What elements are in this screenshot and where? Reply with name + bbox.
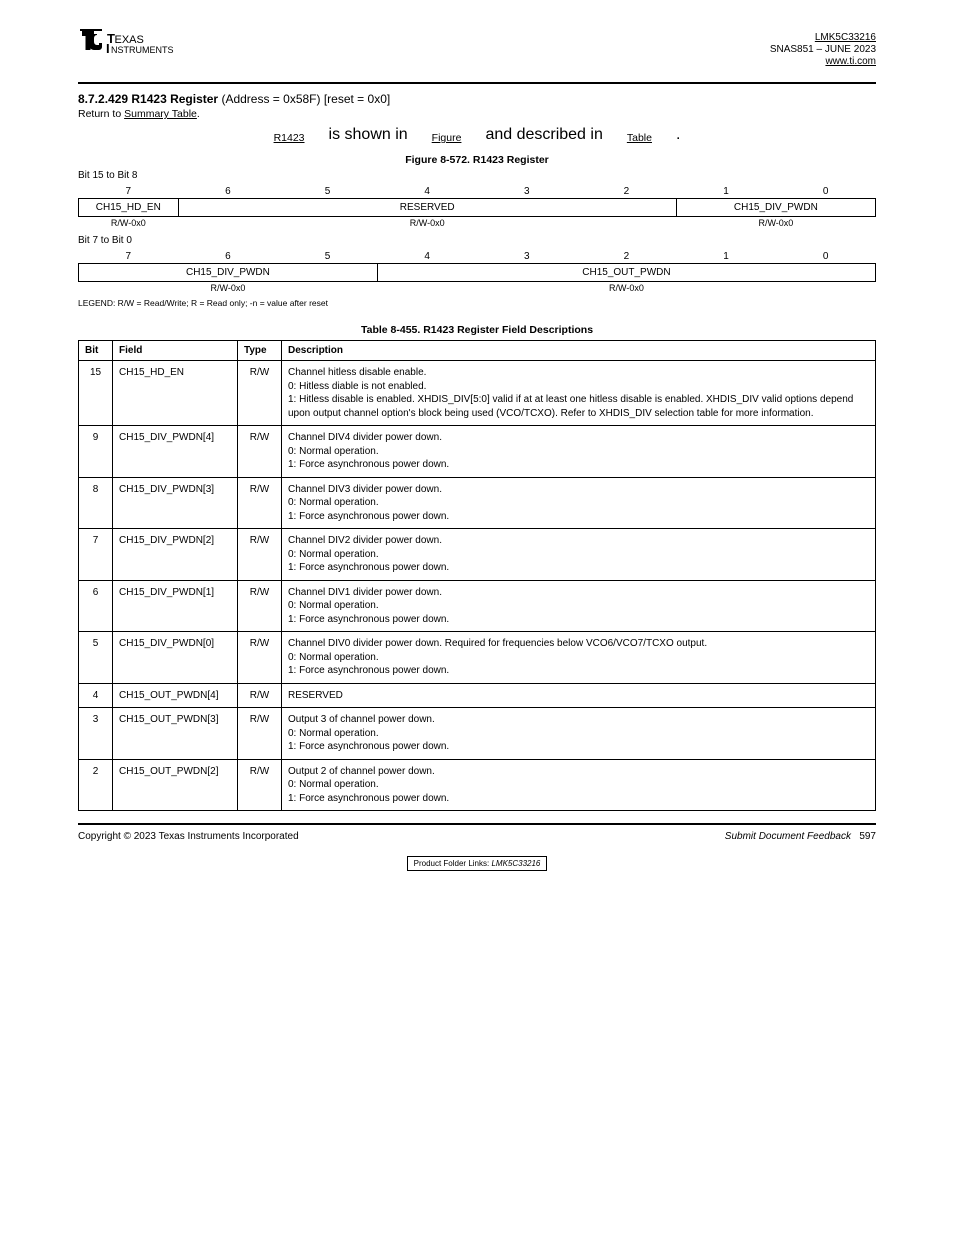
- table-row: 6CH15_DIV_PWDN[1]R/WChannel DIV1 divider…: [79, 580, 876, 632]
- figure-caption: Figure 8-572. R1423 Register: [78, 154, 876, 166]
- section-heading: 8.7.2.429 R1423 Register (Address = 0x58…: [78, 92, 876, 106]
- field-cell: RESERVED: [178, 199, 676, 217]
- footer-right: Submit Document Feedback 597: [725, 831, 876, 842]
- svg-text:I: I: [106, 41, 110, 56]
- table-row: 5CH15_DIV_PWDN[0]R/WChannel DIV0 divider…: [79, 632, 876, 684]
- header-right: LMK5C33216 SNAS851 – JUNE 2023 www.ti.co…: [770, 32, 876, 68]
- table-row: 7CH15_DIV_PWDN[2]R/WChannel DIV2 divider…: [79, 529, 876, 581]
- svg-text:NSTRUMENTS: NSTRUMENTS: [111, 45, 174, 55]
- table-link[interactable]: Table: [627, 132, 652, 144]
- field-row: CH15_HD_EN RESERVED CH15_DIV_PWDN: [79, 199, 876, 217]
- part-link[interactable]: LMK5C33216: [815, 32, 876, 43]
- section-sub: Return to Summary Table.: [78, 108, 876, 120]
- table-caption: Table 8-455. R1423 Register Field Descri…: [78, 324, 876, 336]
- footer-row: Copyright © 2023 Texas Instruments Incor…: [78, 831, 876, 842]
- bit-note-7-0: Bit 7 to Bit 0: [78, 235, 876, 246]
- svg-text:EXAS: EXAS: [115, 34, 144, 46]
- bitnum-row: 7 6 5 4 3 2 1 0: [79, 183, 876, 199]
- col-header: Field: [113, 341, 238, 361]
- bottom-rule: [78, 823, 876, 825]
- doc-id: SNAS851 – JUNE 2023: [770, 44, 876, 56]
- col-header: Type: [238, 341, 282, 361]
- table-row: 3CH15_OUT_PWDN[3]R/WOutput 3 of channel …: [79, 708, 876, 760]
- bitmap-table-low: 7 6 5 4 3 2 1 0 CH15_DIV_PWDN CH15_OUT_P…: [78, 248, 876, 296]
- table-row: 9CH15_DIV_PWDN[4]R/WChannel DIV4 divider…: [79, 426, 876, 478]
- site-link[interactable]: www.ti.com: [825, 56, 876, 67]
- copyright: Copyright © 2023 Texas Instruments Incor…: [78, 831, 299, 842]
- summary-link[interactable]: Summary Table: [124, 108, 197, 120]
- col-header: Description: [282, 341, 876, 361]
- r1423-link[interactable]: R1423: [274, 132, 305, 144]
- table-row: 4CH15_OUT_PWDN[4]R/WRESERVED: [79, 683, 876, 708]
- legend: LEGEND: R/W = Read/Write; R = Read only;…: [78, 298, 876, 308]
- bit-note-15-8: Bit 15 to Bit 8: [78, 170, 876, 181]
- field-cell: CH15_OUT_PWDN: [377, 264, 875, 282]
- product-folder-box: Product Folder Links: LMK5C33216: [407, 856, 548, 871]
- field-cell: CH15_DIV_PWDN: [676, 199, 875, 217]
- col-header: Bit: [79, 341, 113, 361]
- field-cell: CH15_HD_EN: [79, 199, 179, 217]
- table-row: 8CH15_DIV_PWDN[3]R/WChannel DIV3 divider…: [79, 477, 876, 529]
- access-row: R/W-0x0 R/W-0x0 R/W-0x0: [79, 217, 876, 232]
- ti-logo: T EXAS I NSTRUMENTS: [78, 28, 183, 79]
- figure-links-row: R1423 is shown in Figure and described i…: [78, 126, 876, 144]
- header-row: T EXAS I NSTRUMENTS LMK5C33216 SNAS851 –…: [78, 28, 876, 76]
- figure-link[interactable]: Figure: [432, 132, 462, 144]
- top-rule: [78, 82, 876, 84]
- table-row: 15CH15_HD_ENR/WChannel hitless disable e…: [79, 361, 876, 426]
- bitmap-table-high: 7 6 5 4 3 2 1 0 CH15_HD_EN RESERVED CH15…: [78, 183, 876, 231]
- field-cell: CH15_DIV_PWDN: [79, 264, 378, 282]
- description-table: Bit Field Type Description 15CH15_HD_ENR…: [78, 340, 876, 811]
- table-row: 2CH15_OUT_PWDN[2]R/WOutput 2 of channel …: [79, 759, 876, 811]
